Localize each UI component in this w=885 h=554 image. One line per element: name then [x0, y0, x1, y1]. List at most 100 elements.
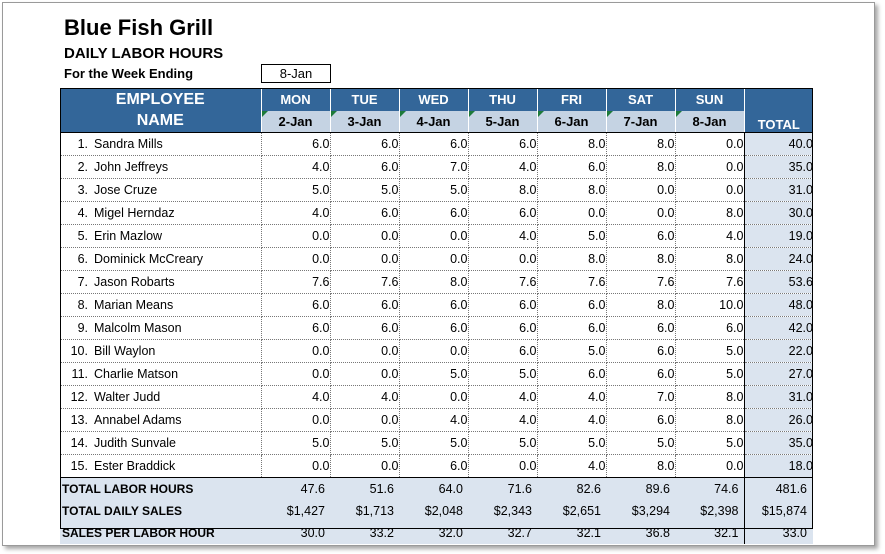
employee-name-cell[interactable]: 13. Annabel Adams [60, 408, 262, 432]
hours-cell[interactable]: 0.0 [330, 339, 400, 363]
summary-value-cell[interactable]: $2,048 [399, 500, 468, 522]
employee-total-cell[interactable]: 26.0 [743, 408, 813, 432]
employee-name-cell[interactable]: 3. Jose Cruze [60, 178, 262, 202]
employee-name-cell[interactable]: 11. Charlie Matson [60, 362, 262, 386]
hours-cell[interactable]: 6.0 [399, 201, 469, 225]
hours-cell[interactable]: 5.0 [675, 339, 745, 363]
hours-cell[interactable]: 6.0 [399, 454, 469, 478]
hours-cell[interactable]: 6.0 [606, 224, 676, 248]
hours-cell[interactable]: 0.0 [606, 201, 676, 225]
hours-cell[interactable]: 6.0 [537, 293, 607, 317]
hours-cell[interactable]: 0.0 [261, 247, 331, 271]
summary-value-cell[interactable]: $3,294 [606, 500, 675, 522]
hours-cell[interactable]: 7.0 [399, 155, 469, 179]
hours-cell[interactable]: 6.0 [399, 316, 469, 340]
employee-total-cell[interactable]: 27.0 [743, 362, 813, 386]
hours-cell[interactable]: 5.0 [675, 362, 745, 386]
hours-cell[interactable]: 0.0 [468, 247, 538, 271]
employee-total-cell[interactable]: 31.0 [743, 178, 813, 202]
hours-cell[interactable]: 5.0 [468, 431, 538, 455]
hours-cell[interactable]: 0.0 [399, 247, 469, 271]
hours-cell[interactable]: 4.0 [399, 408, 469, 432]
hours-cell[interactable]: 8.0 [675, 247, 745, 271]
hours-cell[interactable]: 0.0 [261, 362, 331, 386]
hours-cell[interactable]: 8.0 [537, 178, 607, 202]
hours-cell[interactable]: 5.0 [399, 431, 469, 455]
hours-cell[interactable]: 4.0 [537, 408, 607, 432]
hours-cell[interactable]: 4.0 [537, 454, 607, 478]
hours-cell[interactable]: 0.0 [261, 408, 331, 432]
summary-value-cell[interactable]: 47.6 [261, 477, 330, 500]
hours-cell[interactable]: 8.0 [606, 454, 676, 478]
summary-value-cell[interactable]: 32.1 [675, 522, 744, 544]
hours-cell[interactable]: 0.0 [261, 224, 331, 248]
summary-value-cell[interactable]: 30.0 [261, 522, 330, 544]
hours-cell[interactable]: 0.0 [537, 201, 607, 225]
hours-cell[interactable]: 5.0 [468, 362, 538, 386]
hours-cell[interactable]: 7.6 [261, 270, 331, 294]
hours-cell[interactable]: 0.0 [468, 454, 538, 478]
hours-cell[interactable]: 6.0 [537, 155, 607, 179]
employee-name-cell[interactable]: 8. Marian Means [60, 293, 262, 317]
employee-total-cell[interactable]: 35.0 [743, 431, 813, 455]
summary-value-cell[interactable]: $2,343 [468, 500, 537, 522]
summary-value-cell[interactable]: $2,651 [537, 500, 606, 522]
hours-cell[interactable]: 5.0 [261, 431, 331, 455]
hours-cell[interactable]: 5.0 [330, 178, 400, 202]
hours-cell[interactable]: 5.0 [537, 431, 607, 455]
summary-value-cell[interactable]: $2,398 [675, 500, 744, 522]
hours-cell[interactable]: 6.0 [330, 132, 400, 156]
summary-value-cell[interactable]: 64.0 [399, 477, 468, 500]
hours-cell[interactable]: 8.0 [606, 247, 676, 271]
summary-value-cell[interactable]: 32.7 [468, 522, 537, 544]
summary-total-cell[interactable]: 33.0 [743, 522, 813, 544]
hours-cell[interactable]: 4.0 [468, 408, 538, 432]
hours-cell[interactable]: 0.0 [675, 454, 745, 478]
employee-name-cell[interactable]: 6. Dominick McCreary [60, 247, 262, 271]
hours-cell[interactable]: 8.0 [606, 132, 676, 156]
employee-total-cell[interactable]: 35.0 [743, 155, 813, 179]
summary-value-cell[interactable]: 89.6 [606, 477, 675, 500]
employee-total-cell[interactable]: 19.0 [743, 224, 813, 248]
summary-value-cell[interactable]: 82.6 [537, 477, 606, 500]
hours-cell[interactable]: 6.0 [468, 132, 538, 156]
employee-total-cell[interactable]: 30.0 [743, 201, 813, 225]
hours-cell[interactable]: 6.0 [606, 362, 676, 386]
hours-cell[interactable]: 7.6 [330, 270, 400, 294]
employee-name-cell[interactable]: 9. Malcolm Mason [60, 316, 262, 340]
hours-cell[interactable]: 6.0 [468, 201, 538, 225]
hours-cell[interactable]: 6.0 [537, 362, 607, 386]
hours-cell[interactable]: 4.0 [330, 385, 400, 409]
summary-value-cell[interactable]: 33.2 [330, 522, 399, 544]
hours-cell[interactable]: 6.0 [399, 293, 469, 317]
hours-cell[interactable]: 0.0 [261, 339, 331, 363]
summary-value-cell[interactable]: 74.6 [675, 477, 744, 500]
employee-name-cell[interactable]: 7. Jason Robarts [60, 270, 262, 294]
employee-total-cell[interactable]: 53.6 [743, 270, 813, 294]
hours-cell[interactable]: 5.0 [606, 431, 676, 455]
hours-cell[interactable]: 6.0 [399, 132, 469, 156]
employee-name-cell[interactable]: 12. Walter Judd [60, 385, 262, 409]
hours-cell[interactable]: 0.0 [330, 408, 400, 432]
hours-cell[interactable]: 6.0 [468, 339, 538, 363]
hours-cell[interactable]: 8.0 [675, 385, 745, 409]
hours-cell[interactable]: 7.6 [675, 270, 745, 294]
employee-total-cell[interactable]: 18.0 [743, 454, 813, 478]
employee-total-cell[interactable]: 48.0 [743, 293, 813, 317]
hours-cell[interactable]: 4.0 [261, 201, 331, 225]
summary-value-cell[interactable]: 32.0 [399, 522, 468, 544]
hours-cell[interactable]: 10.0 [675, 293, 745, 317]
hours-cell[interactable]: 6.0 [606, 316, 676, 340]
summary-value-cell[interactable]: $1,713 [330, 500, 399, 522]
hours-cell[interactable]: 5.0 [330, 431, 400, 455]
summary-value-cell[interactable]: 51.6 [330, 477, 399, 500]
hours-cell[interactable]: 6.0 [468, 293, 538, 317]
summary-value-cell[interactable]: 32.1 [537, 522, 606, 544]
hours-cell[interactable]: 5.0 [537, 339, 607, 363]
employee-name-cell[interactable]: 15. Ester Braddick [60, 454, 262, 478]
hours-cell[interactable]: 8.0 [399, 270, 469, 294]
hours-cell[interactable]: 6.0 [468, 316, 538, 340]
hours-cell[interactable]: 6.0 [606, 339, 676, 363]
hours-cell[interactable]: 7.6 [537, 270, 607, 294]
hours-cell[interactable]: 6.0 [330, 316, 400, 340]
